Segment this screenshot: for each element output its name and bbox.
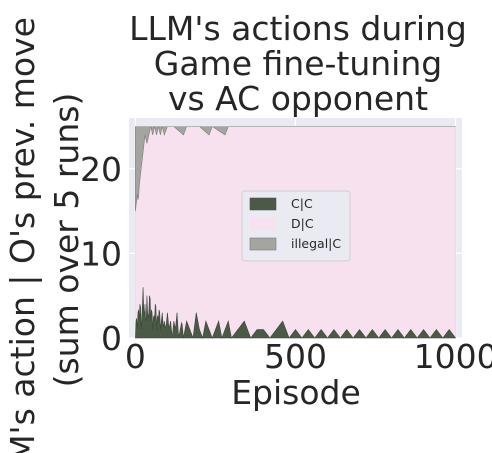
legend-label-cc: C|C [291,196,313,211]
area-cc [135,287,457,340]
y-tick-label: 0 [101,319,122,358]
y-axis-label-line-2: (sum over 5 runs) [47,93,86,388]
chart-title-line-2: Game fine-tuning [154,44,442,83]
x-tick-label: 1000 [414,337,492,376]
y-tick-label: 10 [80,234,122,273]
legend-swatch-cc [249,197,277,211]
x-axis-ticks: 0 500 1000 [125,337,492,376]
y-axis-label-line-1: M's action | O's prev. move [3,17,42,453]
x-axis-label: Episode [231,373,361,412]
chart-title: LLM's actions during Game fine-tuning vs… [129,9,467,118]
legend: C|C D|C illegal|C [241,190,351,262]
y-tick-label: 20 [80,150,122,189]
legend-label-dc: D|C [291,216,314,231]
x-tick-label: 0 [125,337,146,376]
legend-swatch-illegal [249,237,277,251]
chart-title-line-1: LLM's actions during [129,9,467,48]
chart-title-line-3: vs AC opponent [168,79,428,118]
x-tick-label: 500 [264,337,327,376]
y-axis-ticks: 0 10 20 [80,150,122,358]
legend-swatch-dc [250,218,276,230]
legend-label-illegal: illegal|C [291,236,341,251]
y-axis-label: M's action | O's prev. move (sum over 5 … [3,17,86,453]
